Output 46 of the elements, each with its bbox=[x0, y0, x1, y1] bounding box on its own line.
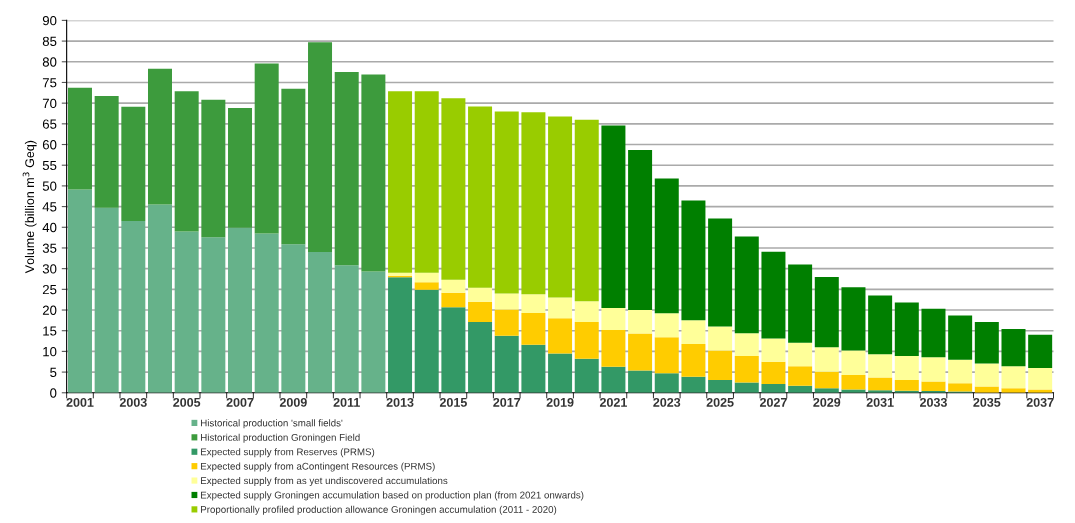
y-tick-label: 50 bbox=[42, 181, 57, 191]
legend-label: Historical production 'small fields' bbox=[201, 419, 343, 429]
x-tick-label: 2037 bbox=[1026, 397, 1054, 407]
y-tick-label: 20 bbox=[42, 305, 57, 315]
x-tick-label: 2023 bbox=[653, 397, 681, 407]
y-tick-label: 10 bbox=[43, 346, 57, 357]
x-tick-label: 2011 bbox=[333, 397, 360, 407]
x-tick-label: 2015 bbox=[439, 397, 467, 407]
y-axis-title: Volume (billion m$^{3}$ Geq) bbox=[22, 140, 37, 274]
y-tick-label: 30 bbox=[42, 264, 57, 274]
legend-label: Historical production Groningen Field bbox=[201, 433, 360, 443]
y-tick-label: 15 bbox=[43, 326, 57, 336]
y-tick-label: 55 bbox=[42, 160, 57, 171]
x-tick-label: 2013 bbox=[386, 397, 414, 407]
y-tick-label: 25 bbox=[42, 284, 57, 295]
legend-label: Proportionally profiled production allowance Groningen accumulation (2011 - 2020) bbox=[201, 505, 557, 515]
x-tick-label: 2031 bbox=[866, 397, 894, 407]
x-tick-label: 2009 bbox=[279, 397, 307, 407]
y-tick-label: 70 bbox=[42, 98, 57, 109]
x-tick-label: 2033 bbox=[920, 397, 947, 407]
y-tick-label: 40 bbox=[42, 222, 57, 233]
y-tick-label: 60 bbox=[42, 140, 57, 150]
legend-label: Expected supply from Reserves (PRMS) bbox=[201, 448, 375, 458]
x-tick-label: 2007 bbox=[226, 397, 254, 407]
y-tick-label: 35 bbox=[42, 243, 57, 253]
legend-label: Expected supply from as yet undiscovered accumulations bbox=[201, 476, 448, 487]
x-tick-label: 2035 bbox=[973, 397, 1001, 407]
y-tick-label: 5 bbox=[50, 367, 57, 377]
x-tick-label: 2019 bbox=[546, 397, 574, 407]
x-tick-label: 2001 bbox=[66, 397, 94, 407]
y-tick-label: 90 bbox=[42, 15, 57, 26]
y-tick-label: 75 bbox=[42, 78, 57, 88]
x-tick-label: 2005 bbox=[173, 397, 201, 407]
x-tick-label: 2027 bbox=[759, 397, 787, 407]
x-tick-label: 2025 bbox=[706, 397, 734, 407]
y-tick-label: 80 bbox=[42, 57, 57, 67]
x-tick-label: 2029 bbox=[813, 397, 841, 407]
y-tick-label: 45 bbox=[42, 202, 57, 212]
x-tick-label: 2003 bbox=[119, 397, 147, 407]
y-tick-label: 85 bbox=[42, 36, 57, 46]
x-tick-label: 2021 bbox=[599, 397, 627, 407]
legend-label: Expected supply Groningen accumulation based on production plan (from 2021 onwards) bbox=[201, 491, 584, 501]
y-tick-label: 65 bbox=[42, 119, 57, 129]
x-tick-label: 2017 bbox=[493, 397, 521, 407]
legend-label: Expected supply from aContingent Resources (PRMS) bbox=[201, 462, 435, 472]
y-tick-label: 0 bbox=[50, 388, 57, 398]
